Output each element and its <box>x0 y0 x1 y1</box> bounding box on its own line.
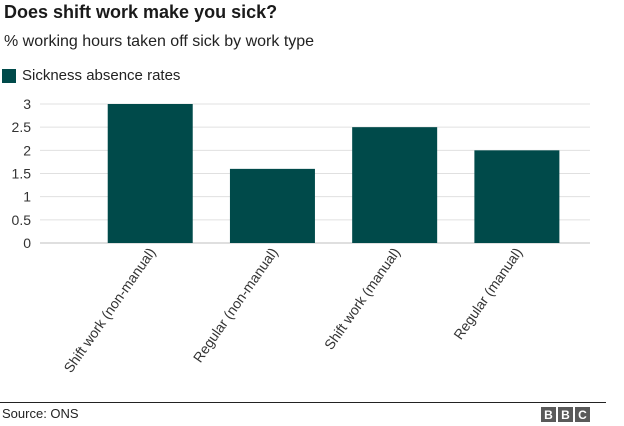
bbc-logo-letter: C <box>575 407 590 422</box>
bar <box>352 127 438 243</box>
bar-chart: 0 0.5 1 1.5 2 2.5 3 Shift work (non-manual) Regu… <box>12 96 590 376</box>
legend-swatch <box>2 68 16 83</box>
bbc-logo-letter: B <box>541 407 556 422</box>
bbc-logo-letter: B <box>558 407 573 422</box>
y-tick-label: 1 <box>23 189 31 205</box>
x-tick-label: Shift work (manual) <box>321 245 403 353</box>
chart-subtitle: % working hours taken off sick by work t… <box>4 33 315 50</box>
x-tick-label: Regular (non-manual) <box>190 245 281 366</box>
y-tick-label: 2.5 <box>12 119 32 135</box>
y-tick-label: 0.5 <box>12 212 32 228</box>
chart-title: Does shift work make you sick? <box>4 2 278 22</box>
bar <box>107 104 193 243</box>
x-tick-label: Shift work (non-manual) <box>60 245 158 376</box>
y-tick-label: 3 <box>23 96 31 112</box>
bar <box>474 150 560 243</box>
source-note: Source: ONS <box>2 406 79 421</box>
bbc-logo: B B C <box>541 407 590 422</box>
legend-label: Sickness absence rates <box>22 67 181 84</box>
x-tick-label: Regular (manual) <box>450 245 525 343</box>
y-tick-label: 2 <box>23 142 31 158</box>
bar <box>229 168 315 243</box>
y-tick-label: 0 <box>23 235 31 251</box>
legend: Sickness absence rates <box>2 67 180 84</box>
footer-divider <box>0 402 606 403</box>
y-tick-label: 1.5 <box>12 166 32 182</box>
